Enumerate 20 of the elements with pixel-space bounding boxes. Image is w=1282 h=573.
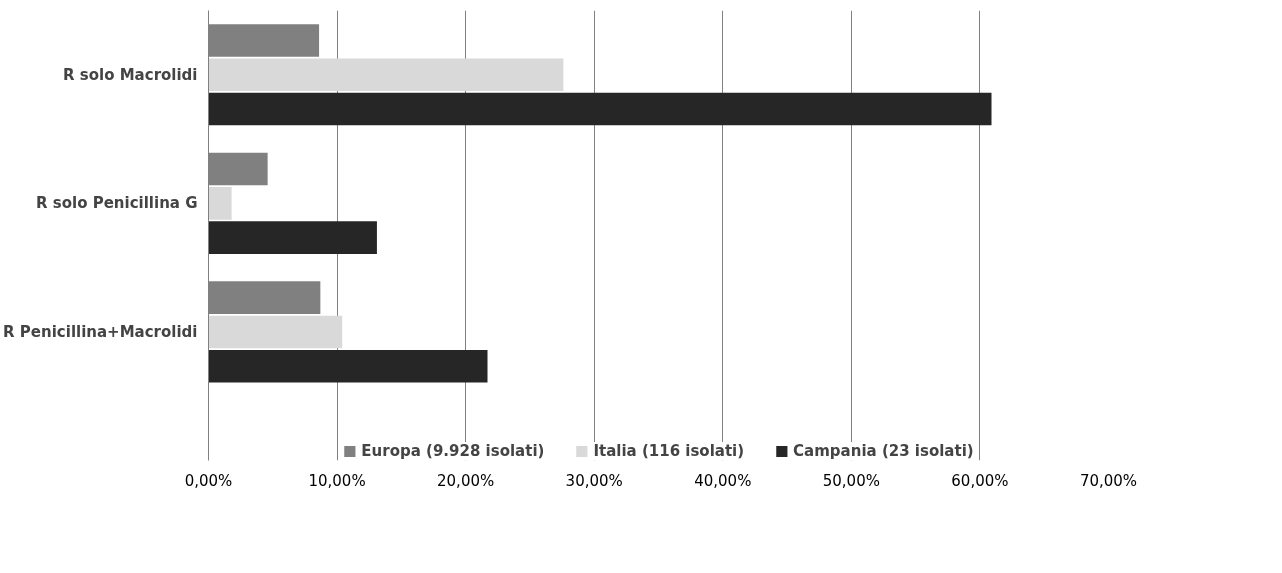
bar	[208, 349, 488, 383]
bar	[208, 221, 377, 254]
legend-label: Italia (116 isolati)	[593, 442, 745, 460]
x-tick-label: 40,00%	[694, 471, 752, 490]
legend-label: Campania (23 isolati)	[793, 442, 974, 460]
x-tick-label: 50,00%	[822, 471, 880, 490]
x-tick-label: 70,00%	[1079, 471, 1138, 490]
legend-label: Europa (9.928 isolati)	[361, 442, 545, 460]
x-tick-label: 60,00%	[951, 471, 1009, 490]
x-tick-label: 10,00%	[308, 471, 366, 490]
bar	[208, 58, 564, 92]
bar	[208, 315, 343, 349]
x-tick-label: 30,00%	[565, 471, 623, 490]
x-tick-label: 20,00%	[437, 471, 495, 490]
y-tick-label: R solo Penicillina G	[36, 194, 198, 213]
y-tick-label: R Penicillina+Macrolidi	[3, 322, 198, 341]
y-tick-label: R solo Macrolidi	[63, 65, 198, 84]
bar	[208, 187, 232, 220]
bar	[208, 92, 992, 126]
x-tick-label: 0,00%	[184, 471, 233, 490]
